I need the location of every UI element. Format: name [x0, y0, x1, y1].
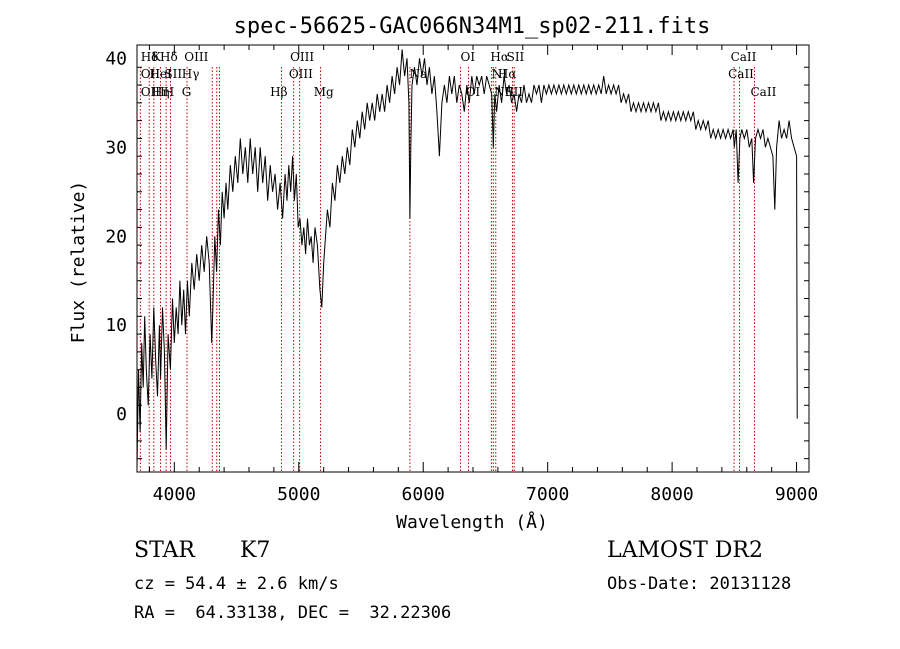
survey-name: LAMOST DR2 [607, 538, 763, 563]
line-label-16: Hα [498, 67, 517, 81]
line-label-23: Mg [314, 85, 334, 99]
line-label-0: Hδ [141, 50, 159, 64]
line-label-9: OII [141, 67, 161, 81]
y-tick-label-0: 0 [116, 404, 127, 425]
observation-date: Obs-Date: 20131128 [607, 574, 792, 594]
line-label-10: HeI [149, 67, 172, 81]
x-tick-label-5: 9000 [775, 484, 818, 505]
line-label-8: CaII [731, 50, 757, 64]
line-label-22: Hβ [270, 85, 287, 99]
spectrum-chart: spec-56625-GAC066N34M1_sp02-211.fits HδK… [68, 14, 818, 533]
spectrum-line [136, 49, 798, 468]
line-label-7: SII [507, 50, 525, 64]
x-tick-label-0: 4000 [153, 484, 196, 505]
x-tick-label-2: 6000 [402, 484, 445, 505]
x-tick-label-3: 7000 [526, 484, 569, 505]
y-axis-ticks: 0 10 20 30 40 [105, 48, 809, 460]
y-tick-label-2: 20 [105, 226, 127, 247]
spectral-subclass: K7 [240, 538, 271, 563]
y-tick-label-4: 40 [105, 48, 127, 69]
y-tick-label-1: 10 [105, 315, 127, 336]
y-tick-label-3: 30 [105, 137, 127, 158]
line-label-15: NI [492, 67, 508, 81]
line-label-2: Hδ [160, 50, 178, 64]
line-label-5: OI [461, 50, 476, 64]
line-label-17: CaII [728, 67, 754, 81]
y-axis-label: Flux (relative) [68, 181, 89, 344]
line-label-27: CaII [751, 85, 777, 99]
line-label-3: OIII [184, 50, 208, 64]
line-label-21: G [182, 85, 192, 99]
chart-title: spec-56625-GAC066N34M1_sp02-211.fits [234, 14, 711, 39]
redshift-velocity: cz = 54.4 ± 2.6 km/s [134, 574, 339, 594]
line-label-6: Hα [490, 50, 509, 64]
line-label-1: K [152, 50, 162, 64]
line-label-19: Hη [152, 85, 170, 99]
line-label-12: Hγ [182, 67, 200, 81]
line-label-18: OIII [141, 85, 165, 99]
coordinates: RA = 64.33138, DEC = 32.22306 [134, 603, 452, 623]
line-label-20: H [164, 85, 174, 99]
line-label-24: OI [466, 85, 481, 99]
line-label-11: SII [164, 67, 182, 81]
x-tick-label-4: 8000 [650, 484, 693, 505]
plot-frame [136, 44, 810, 473]
line-label-4: OIII [290, 50, 314, 64]
x-tick-label-1: 5000 [277, 484, 320, 505]
x-axis-ticks: 4000 5000 6000 7000 8000 9000 [148, 45, 818, 505]
emission-line-markers [139, 67, 755, 472]
line-label-13: OIII [289, 67, 313, 81]
object-type: STAR [134, 538, 195, 563]
x-axis-label: Wavelength (Å) [396, 511, 548, 533]
